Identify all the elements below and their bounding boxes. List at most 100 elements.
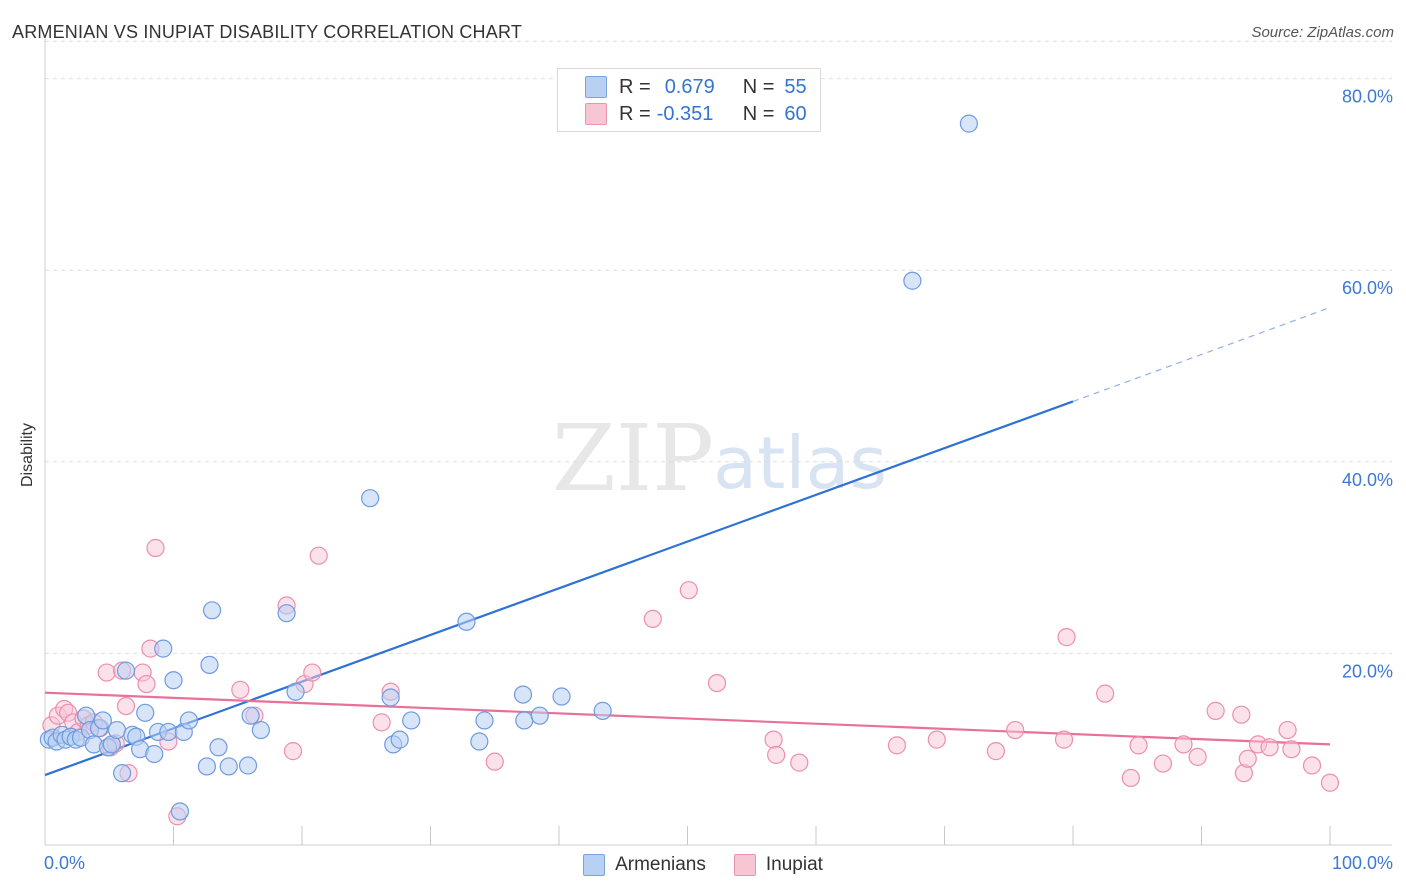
y-tick-label: 60.0% (1342, 278, 1393, 298)
n-label: N = (742, 102, 775, 125)
inupiat-legend-swatch (733, 854, 756, 876)
armenians-point (209, 738, 228, 757)
n-value: 60 (784, 102, 807, 125)
watermark-atlas: atlas (713, 421, 887, 505)
armenians-legend-label: Armenians (615, 854, 706, 875)
armenians-trend-line (44, 400, 1074, 777)
r-value: -0.351 (656, 102, 714, 125)
y-axis-tick-labels: 20.0% 40.0% 60.0% 80.0% (1342, 87, 1393, 682)
x-axis-ticks (173, 826, 1331, 845)
inupiat-legend-label: Inupiat (765, 854, 823, 875)
inupiat-point (767, 745, 786, 765)
armenians-point (170, 802, 190, 821)
inupiat-point (1174, 735, 1193, 754)
armenians-point (238, 756, 258, 775)
inupiat-point (1121, 768, 1140, 788)
armenians-point (200, 655, 219, 674)
armenians-point (903, 271, 922, 290)
inupiat-point (146, 538, 165, 558)
inupiat-point (887, 736, 907, 755)
inupiat-point (927, 730, 946, 749)
inupiat-point (372, 713, 391, 732)
inupiat-point (764, 730, 783, 749)
inupiat-point (137, 674, 156, 694)
inupiat-point (790, 753, 809, 772)
armenians-point (277, 604, 296, 623)
armenians-point (93, 711, 112, 730)
r-label: R = (619, 75, 651, 98)
r-label: R = (619, 102, 651, 125)
inupiat-point (1206, 701, 1225, 720)
inupiat-point (1129, 736, 1148, 755)
armenians-point (219, 757, 238, 776)
axes (44, 38, 1392, 846)
armenians-point (241, 706, 260, 725)
inupiat-point (1238, 749, 1257, 768)
inupiat-point (679, 581, 698, 600)
armenians-point (116, 661, 136, 680)
inupiat-point (303, 663, 322, 682)
armenians-point (202, 601, 222, 620)
inupiat-point (1278, 720, 1297, 740)
armenians-point (159, 722, 178, 742)
inupiat-point (1153, 754, 1173, 773)
grid-lines (45, 40, 1392, 654)
watermark-zip: ZIP (552, 405, 714, 512)
r-value: 0.679 (664, 75, 715, 98)
legend-item-armenians[interactable]: Armenians (583, 854, 706, 876)
series-legend: Armenians Inupiat (0, 852, 1406, 878)
x-tick-label: 100.0% (1332, 853, 1393, 873)
inupiat-point (97, 663, 116, 682)
x-axis-tick-labels: 0.0% 100.0% (44, 853, 1393, 873)
armenians-point (552, 687, 571, 706)
inupiat-point (231, 680, 250, 699)
inupiat-point (1188, 747, 1207, 766)
armenians-point (112, 764, 132, 783)
armenians-point (457, 612, 476, 631)
inupiat-point (1057, 628, 1076, 647)
inupiat-trend-line (44, 691, 1331, 746)
armenians-point (164, 671, 183, 690)
legend-item-inupiat[interactable]: Inupiat (733, 854, 823, 876)
armenians-point (154, 639, 173, 658)
inupiat-point (1232, 705, 1251, 724)
armenians-trend-extension (1072, 306, 1331, 403)
legend-row-inupiat: R = -0.351 N = 60 (558, 100, 807, 128)
armenians-point (107, 720, 127, 740)
inupiat-point (1302, 756, 1322, 775)
armenians-point (475, 711, 494, 730)
inupiat-swatch (585, 103, 607, 125)
correlation-legend: R = 0.679 N = 55 R = -0.351 N = 60 (557, 68, 821, 132)
inupiat-point (116, 696, 136, 716)
armenians-legend-swatch (583, 854, 606, 876)
armenians-point (286, 682, 305, 701)
watermark: ZIP atlas (552, 405, 887, 512)
inupiat-point (1006, 720, 1025, 740)
armenians-point (381, 688, 400, 707)
inupiat-point (1096, 684, 1115, 703)
source-label: Source: ZipAtlas.com (1251, 24, 1394, 41)
y-tick-label: 20.0% (1342, 661, 1393, 681)
armenians-point (470, 732, 489, 751)
inupiat-point (1320, 773, 1340, 792)
armenians-point (361, 489, 380, 508)
legend-row-armenians: R = 0.679 N = 55 (558, 73, 807, 101)
n-value: 55 (784, 75, 807, 98)
armenians-point (197, 757, 217, 776)
inupiat-point (707, 673, 727, 693)
x-tick-label: 0.0% (44, 853, 85, 873)
inupiat-point (485, 752, 504, 771)
y-tick-label: 80.0% (1342, 87, 1393, 107)
inupiat-point (283, 742, 303, 761)
armenians-point (402, 711, 421, 730)
y-tick-label: 40.0% (1342, 470, 1393, 490)
inupiat-point (986, 742, 1006, 761)
armenians-point (390, 730, 409, 749)
inupiat-point (1260, 738, 1279, 757)
inupiat-point (309, 546, 328, 565)
trend-lines (44, 306, 1331, 777)
n-label: N = (742, 75, 775, 98)
armenians-point (959, 114, 979, 133)
inupiat-point (643, 609, 662, 629)
